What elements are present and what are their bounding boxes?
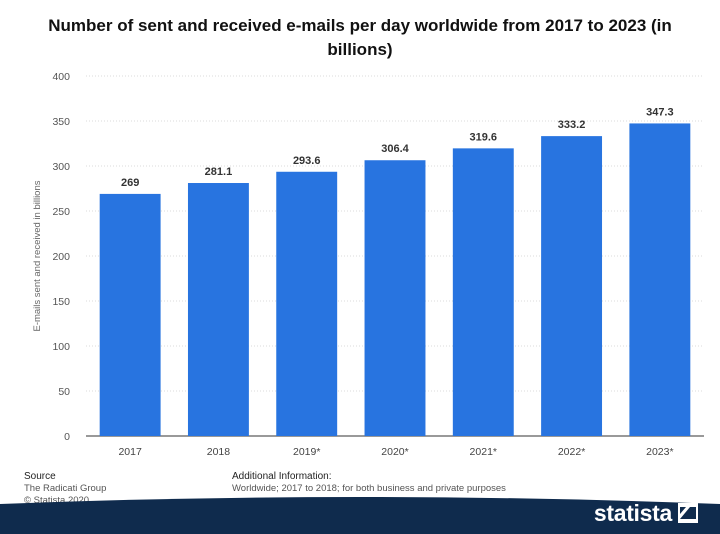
statista-logo[interactable]: statista [594,498,698,528]
data-label: 269 [121,177,139,189]
y-tick-label: 100 [52,341,70,353]
additional-info-heading: Additional Information: [232,471,332,482]
bar [187,183,249,436]
statista-logo-text: statista [593,499,672,526]
y-tick-label: 400 [52,71,70,83]
bar [99,193,161,436]
statista-mark-icon [678,503,698,523]
x-tick-label: 2022* [558,446,585,458]
data-label: 347.3 [646,106,674,118]
data-label: 333.2 [558,119,586,131]
y-axis-label: E-mails sent and received in billions [32,180,43,331]
x-tick-label: 2018 [207,446,231,458]
copyright-text: © Statista 2020 [24,495,90,506]
bar-chart: 0 50 100 150 200 250 300 350 400 E-mails sent and… [32,71,704,458]
bar [364,160,426,437]
additional-info-block: Additional Information: Worldwide; 2017 … [232,471,506,495]
bar [276,171,338,436]
x-tick-label: 2017 [118,446,142,458]
source-heading: Source [24,471,56,482]
bar [541,136,603,436]
additional-info-text: Worldwide; 2017 to 2018; for both busine… [232,483,506,494]
data-label: 293.6 [293,155,321,167]
bar [452,148,514,437]
y-tick-label: 300 [52,161,70,173]
x-tick-label: 2023* [646,446,673,458]
data-label: 306.4 [381,143,409,155]
x-tick-label: 2021* [470,446,497,458]
bar [629,123,691,437]
data-label: 319.6 [470,131,498,143]
y-tick-label: 350 [52,116,70,128]
y-tick-label: 50 [58,386,70,398]
y-tick-label: 200 [52,251,70,263]
brand-bar [0,497,720,534]
y-tick-label: 150 [52,296,70,308]
y-tick-label: 0 [64,431,70,443]
source-block: Source The Radicati Group © Statista 202… [24,471,106,507]
x-tick-label: 2019* [293,446,320,458]
x-tick-label: 2020* [381,446,408,458]
data-label: 281.1 [205,166,233,178]
y-tick-label: 250 [52,206,70,218]
chart-title: Number of sent and received e-mails per … [48,16,672,59]
source-name: The Radicati Group [24,483,107,494]
